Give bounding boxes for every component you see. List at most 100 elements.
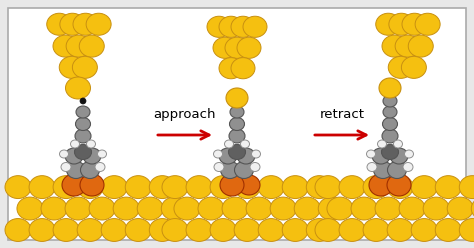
Ellipse shape <box>435 218 461 242</box>
Ellipse shape <box>174 197 200 220</box>
Ellipse shape <box>372 148 390 164</box>
Ellipse shape <box>327 197 353 220</box>
Ellipse shape <box>220 161 239 179</box>
Ellipse shape <box>250 162 260 172</box>
Ellipse shape <box>207 16 231 37</box>
Ellipse shape <box>315 218 341 242</box>
Ellipse shape <box>243 16 267 37</box>
Ellipse shape <box>282 218 308 242</box>
Ellipse shape <box>80 98 86 104</box>
Ellipse shape <box>388 161 407 179</box>
Ellipse shape <box>402 13 427 35</box>
Ellipse shape <box>234 218 260 242</box>
Ellipse shape <box>379 78 401 98</box>
Ellipse shape <box>375 197 401 220</box>
Ellipse shape <box>363 176 389 199</box>
Ellipse shape <box>213 150 222 158</box>
Ellipse shape <box>237 148 255 164</box>
Ellipse shape <box>382 129 398 143</box>
Ellipse shape <box>60 13 85 35</box>
Ellipse shape <box>388 56 413 78</box>
Ellipse shape <box>66 161 85 179</box>
Ellipse shape <box>161 197 187 220</box>
Ellipse shape <box>41 197 67 220</box>
Ellipse shape <box>198 197 224 220</box>
Ellipse shape <box>53 176 79 199</box>
Ellipse shape <box>219 58 243 79</box>
Ellipse shape <box>459 218 474 242</box>
Ellipse shape <box>459 176 474 199</box>
Ellipse shape <box>5 176 31 199</box>
Ellipse shape <box>374 161 392 179</box>
Ellipse shape <box>125 218 151 242</box>
Ellipse shape <box>80 174 104 196</box>
Ellipse shape <box>235 161 254 179</box>
Ellipse shape <box>376 13 401 35</box>
Ellipse shape <box>65 77 91 99</box>
Ellipse shape <box>383 106 397 118</box>
Ellipse shape <box>74 145 91 159</box>
Ellipse shape <box>403 162 413 172</box>
Ellipse shape <box>411 176 437 199</box>
Ellipse shape <box>387 176 413 199</box>
Ellipse shape <box>411 218 437 242</box>
Ellipse shape <box>390 148 408 164</box>
Ellipse shape <box>226 88 248 108</box>
Ellipse shape <box>76 106 90 118</box>
Ellipse shape <box>366 150 375 158</box>
Ellipse shape <box>29 176 55 199</box>
Ellipse shape <box>162 176 188 199</box>
Ellipse shape <box>98 150 107 158</box>
Ellipse shape <box>471 197 474 220</box>
Ellipse shape <box>399 197 425 220</box>
Ellipse shape <box>252 150 261 158</box>
Ellipse shape <box>77 218 103 242</box>
Ellipse shape <box>447 197 473 220</box>
Ellipse shape <box>383 118 398 130</box>
Ellipse shape <box>220 174 244 196</box>
Ellipse shape <box>339 218 365 242</box>
Ellipse shape <box>29 218 55 242</box>
Ellipse shape <box>393 140 402 148</box>
Ellipse shape <box>395 35 420 57</box>
Ellipse shape <box>101 176 127 199</box>
Ellipse shape <box>408 35 433 57</box>
Ellipse shape <box>219 148 237 164</box>
Ellipse shape <box>113 197 139 220</box>
Ellipse shape <box>282 176 308 199</box>
Ellipse shape <box>186 218 212 242</box>
Ellipse shape <box>101 218 127 242</box>
Ellipse shape <box>234 176 260 199</box>
Ellipse shape <box>382 35 407 57</box>
Ellipse shape <box>315 176 341 199</box>
Ellipse shape <box>214 162 224 172</box>
Ellipse shape <box>59 56 84 78</box>
Ellipse shape <box>401 56 427 78</box>
Ellipse shape <box>229 129 245 143</box>
Ellipse shape <box>306 176 332 199</box>
Ellipse shape <box>404 150 413 158</box>
Ellipse shape <box>86 13 111 35</box>
Ellipse shape <box>62 174 86 196</box>
Ellipse shape <box>73 56 97 78</box>
Ellipse shape <box>60 150 69 158</box>
Ellipse shape <box>351 197 377 220</box>
Ellipse shape <box>149 218 175 242</box>
Ellipse shape <box>81 161 100 179</box>
Ellipse shape <box>17 197 43 220</box>
Ellipse shape <box>47 13 72 35</box>
Ellipse shape <box>270 197 296 220</box>
Ellipse shape <box>240 140 249 148</box>
Ellipse shape <box>125 176 151 199</box>
Ellipse shape <box>222 197 248 220</box>
Ellipse shape <box>230 106 244 118</box>
Ellipse shape <box>210 176 236 199</box>
Ellipse shape <box>53 218 79 242</box>
Ellipse shape <box>238 175 260 195</box>
Ellipse shape <box>383 95 397 107</box>
Ellipse shape <box>382 145 399 159</box>
Ellipse shape <box>389 13 414 35</box>
Ellipse shape <box>65 148 83 164</box>
Ellipse shape <box>65 197 91 220</box>
Ellipse shape <box>137 197 163 220</box>
